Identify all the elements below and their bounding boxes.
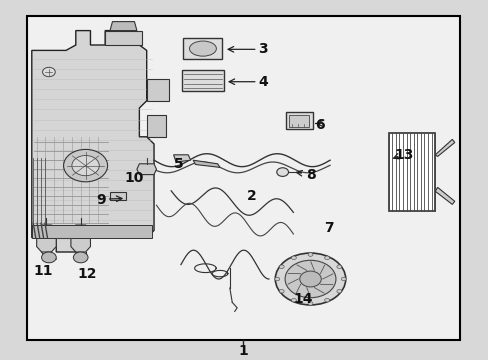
Text: 4: 4 <box>258 75 267 89</box>
Bar <box>388 133 434 211</box>
Text: 2: 2 <box>246 189 256 203</box>
Polygon shape <box>137 164 156 175</box>
Bar <box>182 70 224 91</box>
Circle shape <box>336 265 341 269</box>
Circle shape <box>291 256 296 260</box>
Circle shape <box>63 149 107 182</box>
Text: 12: 12 <box>77 267 97 280</box>
Polygon shape <box>37 225 56 252</box>
Polygon shape <box>32 31 154 252</box>
Circle shape <box>41 252 56 263</box>
Circle shape <box>341 277 346 281</box>
FancyBboxPatch shape <box>27 16 459 340</box>
Circle shape <box>274 277 279 281</box>
Circle shape <box>299 271 321 287</box>
Text: 14: 14 <box>293 292 312 306</box>
Polygon shape <box>434 139 454 156</box>
Circle shape <box>324 298 329 302</box>
Polygon shape <box>173 155 190 162</box>
Polygon shape <box>434 187 454 204</box>
Circle shape <box>285 260 335 298</box>
Circle shape <box>72 156 99 176</box>
Text: 11: 11 <box>33 264 53 278</box>
Polygon shape <box>71 225 90 252</box>
Circle shape <box>279 289 284 293</box>
Circle shape <box>73 252 88 263</box>
Circle shape <box>275 253 345 305</box>
Bar <box>146 79 168 101</box>
Bar <box>110 192 125 200</box>
Text: 1: 1 <box>238 344 247 358</box>
Polygon shape <box>183 38 222 59</box>
Circle shape <box>276 168 288 176</box>
Bar <box>105 31 142 45</box>
Bar <box>146 115 166 137</box>
Text: 9: 9 <box>96 193 106 207</box>
Polygon shape <box>193 160 220 167</box>
Circle shape <box>291 298 296 302</box>
Circle shape <box>279 265 284 269</box>
Bar <box>285 112 312 129</box>
Circle shape <box>307 253 312 256</box>
Polygon shape <box>32 225 151 238</box>
Circle shape <box>336 289 341 293</box>
Text: 3: 3 <box>258 42 267 56</box>
Circle shape <box>307 302 312 305</box>
Circle shape <box>324 256 329 260</box>
Bar <box>289 115 308 127</box>
Text: 13: 13 <box>393 148 413 162</box>
Circle shape <box>42 67 55 77</box>
Polygon shape <box>110 22 137 31</box>
Text: 7: 7 <box>323 221 333 234</box>
Text: 6: 6 <box>315 118 325 132</box>
Text: 5: 5 <box>173 157 183 171</box>
Text: 8: 8 <box>305 168 315 181</box>
Text: 10: 10 <box>124 171 144 185</box>
Ellipse shape <box>189 41 216 56</box>
